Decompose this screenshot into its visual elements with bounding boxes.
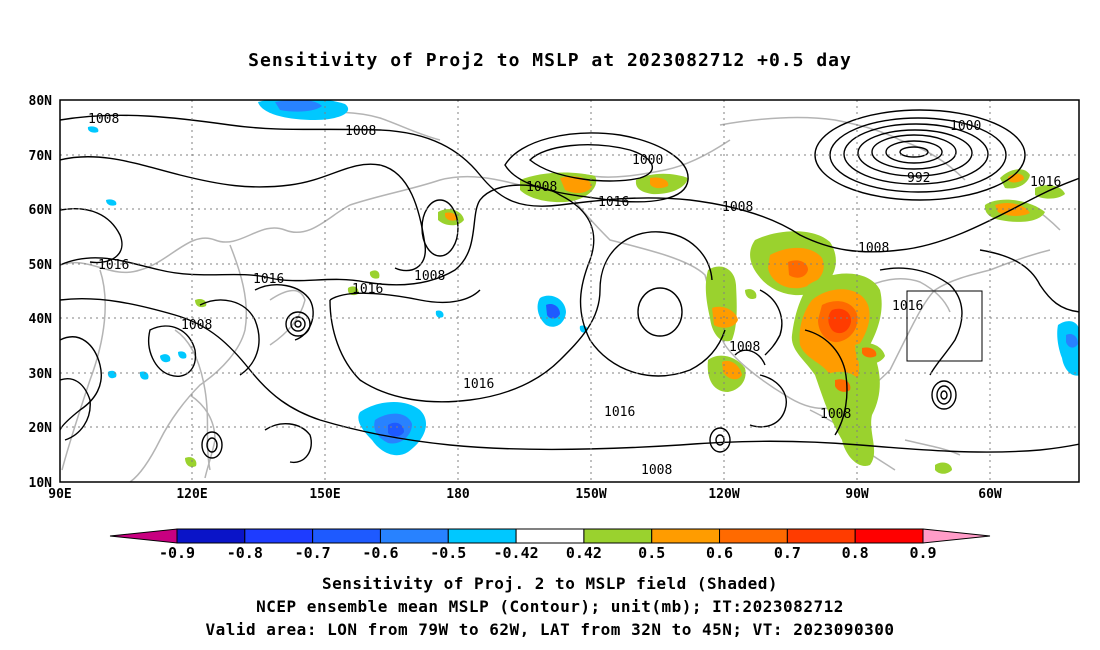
contour-label: 1008	[526, 180, 557, 195]
contour-label: 1016	[98, 258, 129, 273]
colorbar-label: 0.5	[638, 544, 665, 562]
colorbar-box	[854, 528, 924, 544]
sensitivity-negative	[87, 100, 1079, 456]
colorbar-box	[719, 528, 788, 544]
lon-label-150e: 150E	[309, 487, 340, 502]
lon-label-90e: 90E	[48, 487, 71, 502]
colorbar-left-cap	[109, 528, 178, 544]
map-frame	[59, 99, 1080, 483]
colorbar: -0.9 -0.8 -0.7 -0.6 -0.5 -0.42 0.42 0.5 0.6 0.7 0.…	[109, 528, 991, 562]
caption-line-1: Sensitivity of Proj. 2 to MSLP field (Sh…	[322, 574, 778, 593]
colorbar-label: 0.9	[909, 544, 936, 562]
chart-title: Sensitivity of Proj2 to MSLP at 20230827…	[248, 50, 852, 71]
contour-label: 1016	[253, 272, 284, 287]
colorbar-box	[244, 528, 314, 544]
contour-labels: 1008 1008 1000 1000 992 1008 1016 1008 1…	[88, 112, 1061, 478]
colorbar-label: -0.6	[362, 544, 398, 562]
contour-label: 1016	[352, 282, 383, 297]
lat-label-80n: 80N	[29, 94, 53, 109]
lon-label-60w: 60W	[978, 487, 1002, 502]
caption-line-2: NCEP ensemble mean MSLP (Contour); unit(…	[256, 597, 844, 616]
contour-label: 1000	[632, 153, 663, 168]
colorbar-label: 0.42	[566, 544, 602, 562]
lat-labels: 80N 70N 60N 50N 40N 30N 20N 10N	[29, 94, 53, 491]
contour-label: 1008	[722, 200, 753, 215]
contour-label: 992	[907, 171, 930, 186]
colorbar-box	[176, 528, 246, 544]
contour-label: 1008	[858, 241, 889, 256]
colorbar-box	[312, 528, 381, 544]
contour-label: 1008	[88, 112, 119, 127]
colorbar-label: 0.8	[842, 544, 869, 562]
lat-label-40n: 40N	[29, 312, 53, 327]
colorbar-label: -0.5	[430, 544, 466, 562]
contour-label: 1016	[892, 299, 923, 314]
gridlines	[60, 100, 1079, 482]
contour-label: 1008	[181, 318, 212, 333]
colorbar-label: 0.6	[706, 544, 733, 562]
lat-label-10n: 10N	[29, 476, 53, 491]
lon-label-120e: 120E	[176, 487, 207, 502]
colorbar-label: -0.7	[295, 544, 331, 562]
contour-label: 1008	[414, 269, 445, 284]
colorbar-right-cap	[922, 528, 991, 544]
colorbar-label: 0.7	[774, 544, 801, 562]
colorbar-label: -0.8	[227, 544, 263, 562]
lon-label-180: 180	[446, 487, 470, 502]
lat-label-50n: 50N	[29, 258, 53, 273]
lon-label-150w: 150W	[575, 487, 606, 502]
contour-label: 1008	[345, 124, 376, 139]
lon-labels: 90E 120E 150E 180 150W 120W 90W 60W	[48, 487, 1002, 502]
contour-label: 1008	[641, 463, 672, 478]
lon-label-90w: 90W	[845, 487, 869, 502]
lat-label-20n: 20N	[29, 421, 53, 436]
colorbar-label: -0.9	[159, 544, 195, 562]
contour-label: 1016	[463, 377, 494, 392]
lat-label-60n: 60N	[29, 203, 53, 218]
lat-label-30n: 30N	[29, 367, 53, 382]
colorbar-box	[447, 528, 517, 544]
contour-label: 1008	[820, 407, 851, 422]
lon-label-120w: 120W	[708, 487, 739, 502]
colorbar-box	[651, 528, 721, 544]
contour-label: 1016	[604, 405, 635, 420]
contour-label: 1000	[950, 119, 981, 134]
colorbar-label: -0.42	[494, 544, 539, 562]
sensitivity-positive	[185, 169, 1065, 474]
colorbar-box	[379, 528, 449, 544]
colorbar-box	[583, 528, 653, 544]
contour-label: 1016	[1030, 175, 1061, 190]
caption-line-3: Valid area: LON from 79W to 62W, LAT fro…	[205, 620, 895, 639]
lat-label-70n: 70N	[29, 149, 53, 164]
valid-area-box	[906, 290, 983, 362]
colorbar-box	[786, 528, 856, 544]
coastlines	[60, 111, 1061, 482]
contour-label: 1016	[598, 195, 629, 210]
colorbar-box	[515, 528, 585, 544]
contour-label: 1008	[729, 340, 760, 355]
